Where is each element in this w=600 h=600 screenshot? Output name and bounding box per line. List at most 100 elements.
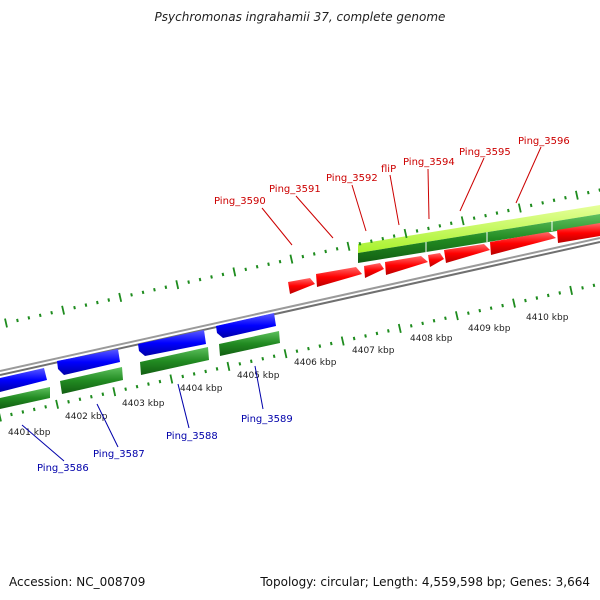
- label-leader: [254, 365, 264, 410]
- minor-tick: [267, 262, 270, 267]
- tick-label-4410: 4410 kbp: [526, 313, 569, 323]
- minor-tick: [438, 224, 442, 228]
- reverse-cds-arrow: [0, 368, 47, 392]
- minor-tick: [324, 249, 327, 254]
- minor-tick: [358, 241, 362, 246]
- label-leader: [261, 207, 293, 246]
- minor-tick: [10, 412, 13, 417]
- major-tick: [169, 374, 174, 384]
- forward-cds-arrow: [444, 244, 490, 263]
- minor-tick: [107, 298, 111, 302]
- label-leader: [515, 146, 542, 204]
- minor-tick: [16, 318, 19, 323]
- minor-tick: [352, 336, 356, 341]
- forward-cds-arrow: [316, 267, 362, 287]
- minor-tick: [592, 283, 596, 288]
- gene-label-ping-3588: Ping_3588: [166, 431, 218, 442]
- minor-tick: [210, 275, 213, 279]
- minor-tick: [244, 267, 248, 272]
- gene-label-ping-3590: Ping_3590: [214, 196, 266, 207]
- minor-tick: [44, 405, 47, 409]
- minor-tick: [101, 392, 105, 397]
- minor-tick: [238, 362, 242, 366]
- major-tick: [289, 254, 294, 264]
- minor-tick: [181, 374, 185, 379]
- reverse-green-band: [60, 367, 123, 394]
- gene-label-ping-3587: Ping_3587: [93, 449, 145, 460]
- minor-tick: [432, 318, 436, 323]
- minor-tick: [187, 280, 190, 284]
- minor-tick: [370, 239, 373, 244]
- minor-tick: [192, 372, 196, 376]
- minor-tick: [318, 344, 322, 348]
- major-tick: [512, 298, 516, 308]
- major-tick: [397, 323, 402, 333]
- tick-label-4405: 4405 kbp: [237, 371, 280, 381]
- tick-label-4403: 4403 kbp: [122, 399, 165, 409]
- minor-tick: [198, 277, 202, 282]
- minor-tick: [96, 300, 99, 305]
- major-tick: [460, 216, 465, 226]
- minor-tick: [272, 354, 276, 359]
- minor-tick: [546, 293, 550, 298]
- minor-tick: [581, 286, 584, 290]
- minor-tick: [478, 308, 482, 313]
- minor-tick: [472, 216, 476, 220]
- map-title: Psychromonas ingrahamii 37, complete gen…: [154, 10, 446, 24]
- minor-tick: [295, 349, 299, 353]
- reverse-gene-labels: Ping_3586 Ping_3587 Ping_3588 Ping_3589: [21, 365, 293, 474]
- label-leader: [21, 424, 65, 462]
- minor-tick: [141, 290, 145, 295]
- major-tick: [455, 311, 459, 321]
- backbone: [0, 237, 600, 376]
- backbone-line: [0, 237, 600, 372]
- minor-tick: [90, 394, 93, 399]
- tick-label-4401: 4401 kbp: [8, 428, 51, 438]
- minor-tick: [495, 211, 499, 215]
- reverse-cds-track: [0, 313, 276, 392]
- minor-tick: [307, 346, 310, 351]
- accession-label: Accession: NC_008709: [9, 575, 146, 589]
- major-tick: [61, 305, 65, 315]
- minor-tick: [215, 367, 219, 371]
- minor-tick: [124, 387, 127, 391]
- forward-cds-track: [288, 223, 600, 294]
- minor-tick: [421, 321, 424, 326]
- minor-tick: [467, 311, 470, 315]
- forward-cds-arrow: [428, 253, 444, 267]
- forward-cds-arrow: [288, 278, 315, 294]
- minor-tick: [153, 287, 156, 292]
- gene-label-ping-3589: Ping_3589: [241, 414, 293, 425]
- minor-tick: [67, 399, 70, 404]
- minor-tick: [261, 356, 265, 361]
- label-leader: [389, 174, 400, 226]
- kbp-scale: 4401 kbp 4402 kbp 4403 kbp 4404 kbp 4405…: [8, 313, 569, 438]
- minor-tick: [50, 310, 53, 315]
- tick-label-4402: 4402 kbp: [65, 412, 108, 422]
- reverse-green-band: [0, 387, 50, 409]
- minor-tick: [278, 259, 282, 264]
- minor-tick: [381, 236, 385, 241]
- reverse-cds-arrow: [138, 330, 206, 356]
- minor-tick: [364, 334, 367, 338]
- major-tick: [283, 349, 288, 359]
- minor-tick: [78, 397, 82, 402]
- minor-tick: [449, 221, 453, 226]
- minor-tick: [329, 341, 333, 346]
- minor-tick: [27, 316, 31, 320]
- forward-gene-track: [358, 205, 600, 263]
- forward-cds-arrow: [557, 223, 600, 243]
- minor-tick: [301, 254, 305, 259]
- major-tick: [226, 361, 231, 371]
- minor-tick: [415, 229, 419, 233]
- major-tick: [118, 292, 123, 302]
- minor-tick: [586, 190, 590, 195]
- forward-green-band: [358, 214, 600, 263]
- minor-tick: [489, 306, 493, 310]
- minor-tick: [221, 272, 225, 277]
- lower-tick-ring: [0, 283, 596, 422]
- minor-tick: [392, 234, 396, 238]
- minor-tick: [375, 331, 379, 336]
- gene-label-ping-3595: Ping_3595: [459, 147, 511, 158]
